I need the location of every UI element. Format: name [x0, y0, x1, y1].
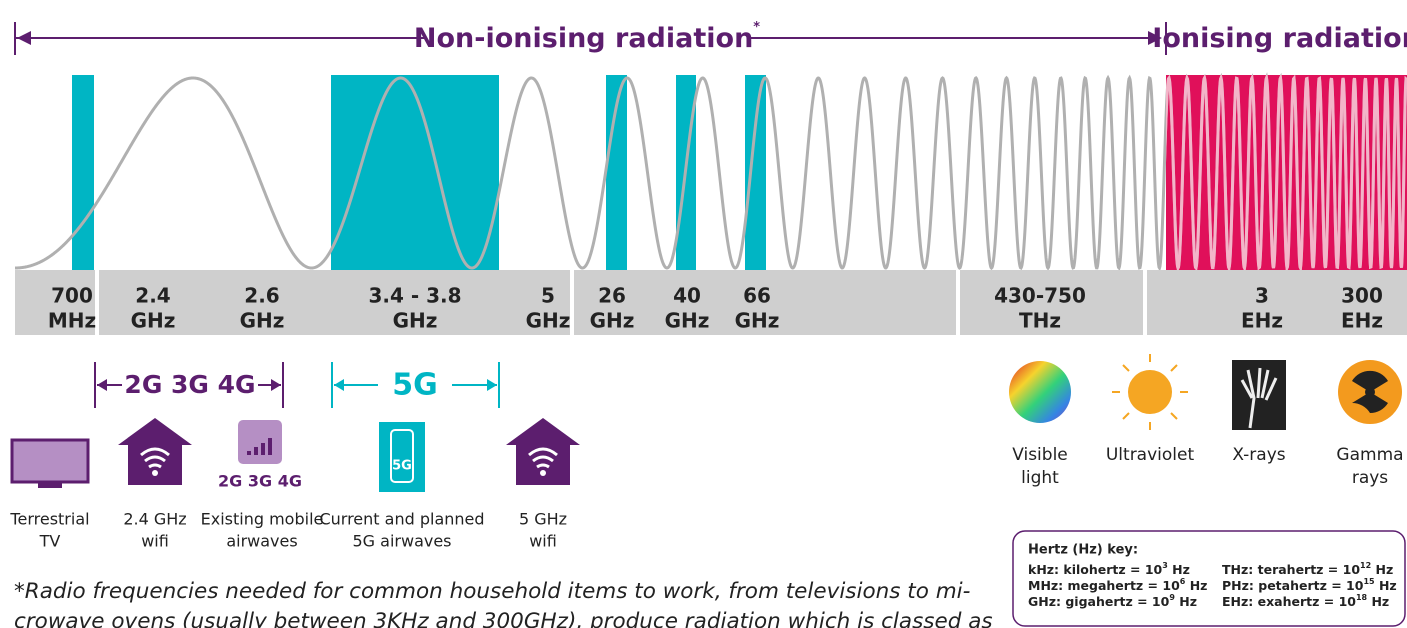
- radiation-label: Gamma: [1336, 445, 1403, 465]
- radiation-label: X-rays: [1232, 445, 1285, 465]
- wifi-dot: [152, 470, 158, 476]
- visible-light-icon: [1009, 361, 1071, 423]
- radiation-infographic: Non-ionising radiation* Ionising radiati…: [0, 0, 1407, 628]
- frequency-value: 2.4: [135, 284, 170, 308]
- tv-icon: [12, 440, 88, 482]
- use-label: 2.4 GHz: [123, 510, 186, 529]
- frequency-unit: GHz: [240, 309, 285, 333]
- key-text: GHz: gigahertz = 10: [1028, 594, 1170, 609]
- frequency-unit: EHz: [1341, 309, 1383, 333]
- frequency-value: 2.6: [244, 284, 279, 308]
- frequency-value: 3.4 - 3.8: [368, 284, 461, 308]
- wifi-dot: [540, 470, 546, 476]
- key-text: kHz: kilohertz = 10: [1028, 562, 1163, 577]
- title-text: Non-ionising radiation: [414, 23, 753, 54]
- asterisk: *: [753, 20, 760, 35]
- icon-text: 5G: [392, 459, 412, 474]
- group-label: 5G: [392, 368, 438, 403]
- frequency-value: 300: [1341, 284, 1383, 308]
- use-label: Current and planned: [319, 510, 484, 529]
- title-text: Ionising radiation: [1152, 23, 1407, 54]
- frequency-unit: GHz: [735, 309, 780, 333]
- key-unit: Hz: [1185, 578, 1207, 593]
- frequency-unit: EHz: [1241, 309, 1283, 333]
- icon-text: 2G 3G 4G: [218, 472, 302, 491]
- use-label: airwaves: [226, 532, 297, 551]
- frequency-unit: THz: [1019, 309, 1061, 333]
- frequency-unit: GHz: [393, 309, 438, 333]
- radiation-label: rays: [1352, 468, 1388, 488]
- use-label: TV: [39, 532, 61, 551]
- key-exponent: 12: [1360, 561, 1371, 570]
- use-label: 5G airwaves: [352, 532, 451, 551]
- band: [745, 75, 766, 270]
- frequency-value: 40: [673, 284, 701, 308]
- key-unit: Hz: [1168, 562, 1190, 577]
- frequency-value: 5: [541, 284, 555, 308]
- key-title: Hertz (Hz) key:: [1028, 543, 1138, 558]
- key-unit: Hz: [1375, 578, 1397, 593]
- frequency-unit: GHz: [665, 309, 710, 333]
- radiation-label: light: [1021, 468, 1059, 488]
- frequency-value: 3: [1255, 284, 1269, 308]
- use-label: Terrestrial: [9, 510, 89, 529]
- footnote: *Radio frequencies needed for common hou…: [14, 579, 970, 604]
- frequency-unit: MHz: [48, 309, 96, 333]
- frequency-unit: GHz: [590, 309, 635, 333]
- frequency-value: 66: [743, 284, 771, 308]
- radiation-center: [1365, 387, 1375, 397]
- arrow-head: [17, 31, 31, 45]
- key-exponent: 15: [1363, 577, 1375, 586]
- ionising-title: Ionising radiation*: [1152, 20, 1407, 54]
- sun-icon: [1128, 370, 1172, 414]
- key-unit: Hz: [1367, 594, 1389, 609]
- use-label: wifi: [141, 532, 169, 551]
- tv-stand: [38, 483, 62, 488]
- frequency-unit: GHz: [131, 309, 176, 333]
- key-text: PHz: petahertz = 10: [1222, 578, 1364, 593]
- group-label: 2G 3G 4G: [124, 370, 255, 399]
- footnote: crowave ovens (usually between 3KHz and …: [14, 609, 993, 628]
- band: [72, 75, 94, 270]
- mobile-icon: [238, 420, 282, 464]
- use-label: 5 GHz: [519, 510, 567, 529]
- key-text: THz: terahertz = 10: [1222, 562, 1360, 577]
- frequency-value: 700: [51, 284, 93, 308]
- radiation-label: Visible: [1012, 445, 1068, 465]
- key-exponent: 18: [1356, 593, 1368, 602]
- use-label: Existing mobile: [201, 510, 324, 529]
- key-text: MHz: megahertz = 10: [1028, 578, 1180, 593]
- key-unit: Hz: [1175, 594, 1197, 609]
- key-text: EHz: exahertz = 10: [1222, 594, 1356, 609]
- frequency-bar: [15, 270, 1407, 335]
- frequency-value: 430-750: [994, 284, 1086, 308]
- key-unit: Hz: [1371, 562, 1393, 577]
- frequency-value: 26: [598, 284, 626, 308]
- radiation-label: Ultraviolet: [1106, 445, 1195, 465]
- use-label: wifi: [529, 532, 557, 551]
- frequency-unit: GHz: [526, 309, 571, 333]
- band: [331, 75, 499, 270]
- non-ionising-title: Non-ionising radiation*: [414, 20, 760, 54]
